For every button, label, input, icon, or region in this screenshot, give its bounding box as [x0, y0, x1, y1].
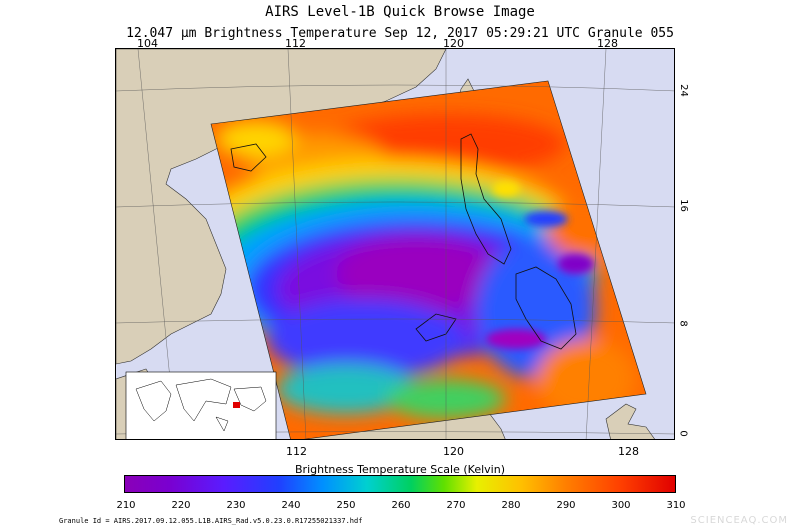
colorbar-label: 220: [171, 500, 191, 511]
bottom-lon-tick: 120: [443, 445, 464, 458]
colorbar-label: 250: [336, 500, 356, 511]
colorbar: [124, 475, 676, 493]
colorbar-label: 260: [391, 500, 411, 511]
colorbar-label: 280: [501, 500, 521, 511]
colorbar-title: Brightness Temperature Scale (Kelvin): [295, 463, 505, 476]
right-lat-tick: 16: [677, 199, 689, 212]
bottom-lon-tick: 112: [286, 445, 307, 458]
land-philippines: [415, 133, 577, 350]
granule-id: Granule Id = AIRS.2017.09.12.055.L1B.AIR…: [59, 517, 363, 525]
bottom-lon-tick: 128: [618, 445, 639, 458]
top-lon-tick: 112: [285, 37, 306, 50]
colorbar-label: 310: [666, 500, 686, 511]
colorbar-label: 230: [226, 500, 246, 511]
colorbar-label: 290: [556, 500, 576, 511]
colorbar-label: 300: [611, 500, 631, 511]
swath-outline: [210, 80, 647, 439]
locator-marker: [233, 402, 240, 408]
image-title: AIRS Level-1B Quick Browse Image: [265, 4, 535, 20]
colorbar-label: 240: [281, 500, 301, 511]
right-lat-tick: 8: [677, 320, 689, 327]
airs-swath: [211, 81, 646, 439]
world-locator-inset: [125, 371, 277, 439]
land-sulawesi: [605, 403, 655, 439]
top-lon-tick: 120: [443, 37, 464, 50]
right-lat-tick: 0: [677, 430, 689, 437]
top-lon-tick: 128: [597, 37, 618, 50]
land-hainan: [230, 143, 267, 172]
satellite-map: [115, 48, 675, 440]
image-subtitle: 12.047 µm Brightness Temperature Sep 12,…: [126, 26, 674, 41]
top-lon-tick: 104: [137, 37, 158, 50]
colorbar-label: 270: [446, 500, 466, 511]
watermark: SCIENCEAQ.COM: [690, 515, 788, 526]
map-canvas: [116, 49, 674, 439]
right-lat-tick: 24: [677, 84, 689, 97]
colorbar-label: 210: [116, 500, 136, 511]
